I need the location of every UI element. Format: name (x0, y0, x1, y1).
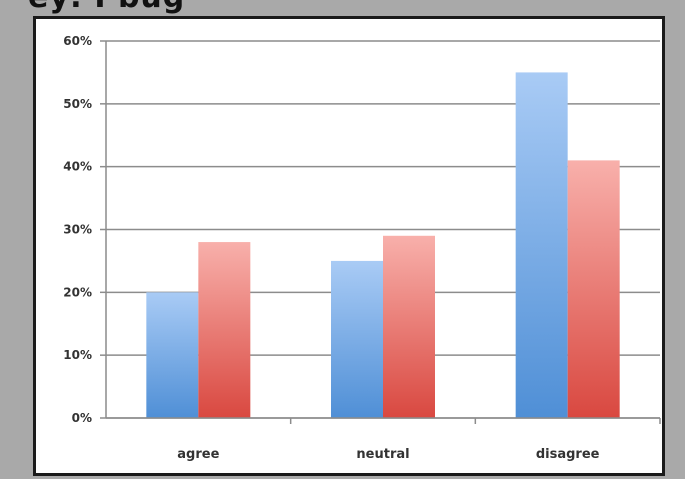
axes (100, 40, 661, 424)
bar-agree-series-2 (198, 242, 251, 418)
y-tick-label: 60% (63, 34, 92, 48)
x-category-label: agree (177, 447, 219, 462)
bar-disagree-series-2 (567, 160, 620, 418)
y-tick-label: 40% (63, 160, 92, 174)
y-tick-label: 50% (63, 97, 92, 111)
y-tick-label: 0% (72, 411, 92, 425)
bar-disagree-series-1 (515, 72, 568, 418)
chart-frame: 0% 10% 20% 30% 40% 50% 60% agree neutral disagree (33, 16, 665, 476)
x-category-label: disagree (536, 447, 600, 462)
bar-chart: 0% 10% 20% 30% 40% 50% 60% agree neutral disagree (63, 34, 661, 462)
y-tick-label: 10% (63, 348, 92, 362)
bars (146, 72, 620, 418)
y-tick-label: 30% (63, 223, 92, 237)
x-category-label: neutral (356, 447, 409, 462)
chart-title-fragment: ey: I bug (28, 0, 185, 15)
labels: 0% 10% 20% 30% 40% 50% 60% agree neutral disagree (63, 34, 599, 462)
bar-neutral-series-1 (331, 260, 383, 418)
bar-neutral-series-2 (383, 235, 435, 418)
bar-agree-series-1 (146, 292, 199, 418)
y-tick-label: 20% (63, 285, 92, 299)
